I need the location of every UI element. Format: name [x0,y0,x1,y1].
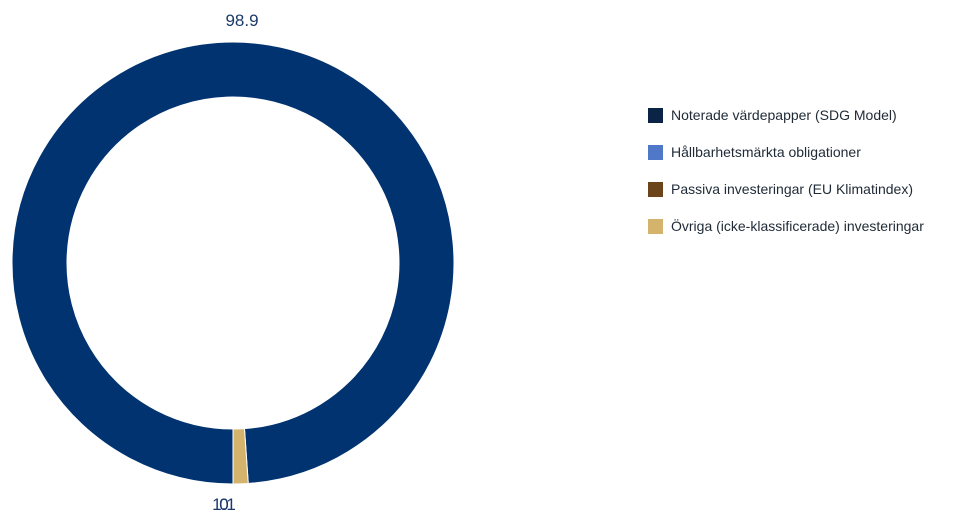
data-label-hallbarhetsmarkta-obligationer: 0 [219,495,228,513]
legend-label: Övriga (icke-klassificerade) investering… [671,218,924,234]
legend-item-ovriga-icke-klassificerade-investeringar: Övriga (icke-klassificerade) investering… [648,215,924,237]
legend-item-passiva-investeringar-eu-klimatindex: Passiva investeringar (EU Klimatindex) [648,178,924,200]
legend-label: Passiva investeringar (EU Klimatindex) [671,181,913,197]
legend-swatch [648,181,663,197]
chart-legend: Noterade värdepapper (SDG Model) Hållbarh… [648,104,924,252]
slice-noterade-vardepapper-sdg-model [11,41,455,485]
legend-item-noterade-vardepapper-sdg-model: Noterade värdepapper (SDG Model) [648,104,924,126]
legend-item-hallbarhetsmarkta-obligationer: Hållbarhetsmärkta obligationer [648,141,924,163]
legend-label: Noterade värdepapper (SDG Model) [671,107,897,123]
data-label-ovriga-icke-klassificerade-investeringar: 1.1 [212,495,236,513]
legend-swatch [648,218,663,234]
slice-ovriga-icke-klassificerade-investeringar [232,428,249,485]
legend-swatch [648,144,663,160]
donut-slices [11,41,455,485]
legend-label: Hållbarhetsmärkta obligationer [671,144,861,160]
legend-swatch [648,107,663,123]
data-label-passiva-investeringar-eu-klimatindex: 0 [219,495,228,513]
data-label-noterade-vardepapper-sdg-model: 98.9 [225,11,258,30]
